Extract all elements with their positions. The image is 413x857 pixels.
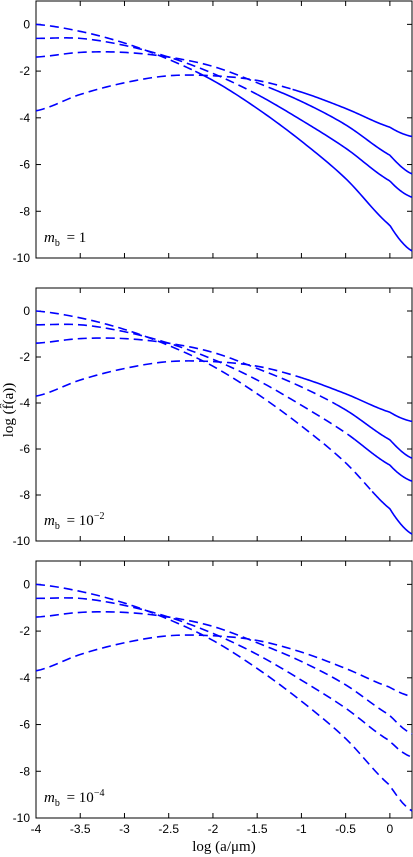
series-1-dashed bbox=[35, 23, 196, 73]
y-tick-label: -4 bbox=[19, 396, 30, 410]
series-3-dashed bbox=[35, 51, 276, 91]
series-1-dashed bbox=[35, 583, 413, 812]
y-tick-label: -10 bbox=[13, 251, 31, 265]
x-tick-label: -1 bbox=[296, 822, 307, 836]
y-tick-label: -10 bbox=[13, 534, 31, 548]
y-tick-label: -8 bbox=[19, 764, 30, 778]
x-tick-label: -2 bbox=[208, 822, 219, 836]
series-2-dashed bbox=[35, 597, 413, 758]
series-3-dashed bbox=[35, 337, 338, 406]
series-4-solid bbox=[292, 88, 413, 138]
y-tick-label: -4 bbox=[19, 111, 30, 125]
series-1-solid bbox=[194, 70, 413, 252]
axes-frame bbox=[35, 287, 413, 542]
panel-3: 0-2-4-6-8-10-4 -3.5 -3 -2.5 -2 -1.5 -1 -0.5 0mb … bbox=[13, 560, 413, 855]
y-tick-label: 0 bbox=[23, 304, 30, 318]
y-tick-label: -6 bbox=[19, 718, 30, 732]
y-tick-label: -6 bbox=[19, 158, 30, 172]
y-tick-label: -8 bbox=[19, 204, 30, 218]
y-axis-title: log (f̂(a)) bbox=[0, 383, 17, 438]
y-tick-label: -4 bbox=[19, 671, 30, 685]
series-3-solid bbox=[274, 89, 413, 175]
series-1-solid bbox=[371, 490, 413, 535]
series-2-dashed bbox=[35, 323, 355, 440]
series-3-dashed bbox=[35, 611, 413, 735]
y-tick-label: 0 bbox=[23, 17, 30, 31]
x-tick-label: 0 bbox=[387, 822, 394, 836]
series-4-dashed bbox=[35, 74, 293, 112]
axes-frame bbox=[35, 0, 413, 259]
x-axis-title: log (a/μm) bbox=[192, 839, 255, 855]
x-tick-label: -3.5 bbox=[70, 822, 91, 836]
x-tick-label: -0.5 bbox=[335, 822, 356, 836]
y-tick-label: -10 bbox=[13, 811, 31, 825]
y-tick-label: 0 bbox=[23, 577, 30, 591]
x-tick-label: -3 bbox=[119, 822, 130, 836]
panel-label: mb = 1 bbox=[44, 230, 86, 249]
series-2-solid bbox=[256, 93, 413, 198]
series-2-solid bbox=[354, 438, 413, 482]
axes-frame bbox=[35, 560, 413, 819]
panel-2: 0 -2 -4 -6 -8 -10 mb = 10−2 bbox=[13, 287, 413, 548]
y-tick-label: -8 bbox=[19, 488, 30, 502]
series-4-solid bbox=[301, 376, 413, 423]
x-tick-label: -1.5 bbox=[247, 822, 268, 836]
x-tick-label: -4 bbox=[31, 822, 42, 836]
y-tick-label: -6 bbox=[19, 442, 30, 456]
series-3-solid bbox=[336, 404, 413, 459]
panel-label: mb = 10−2 bbox=[44, 511, 104, 532]
series-4-dashed bbox=[35, 634, 413, 698]
panel-label: mb = 10−4 bbox=[44, 788, 104, 809]
y-tick-label: -2 bbox=[19, 350, 30, 364]
x-tick-label: -2.5 bbox=[158, 822, 179, 836]
series-4-dashed bbox=[35, 360, 302, 397]
panel-1: 0 -2 -4 -6 -8 -10 mb = 1 bbox=[13, 0, 413, 265]
y-tick-label: -2 bbox=[19, 64, 30, 78]
y-tick-label: -2 bbox=[19, 624, 30, 638]
